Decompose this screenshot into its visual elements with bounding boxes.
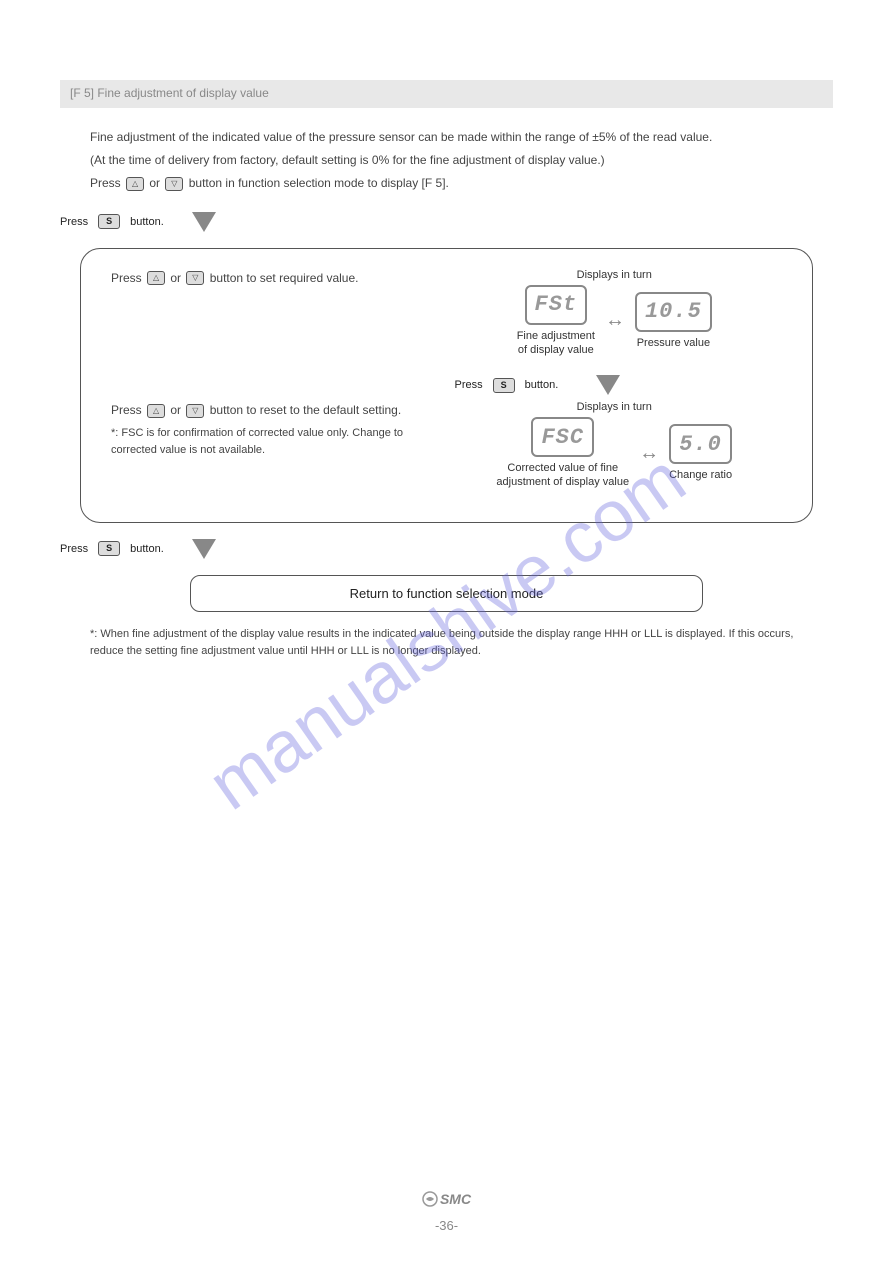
t3-before: Press (60, 543, 88, 555)
step2-display: Displays in turn FSC Corrected value of … (447, 401, 783, 490)
step1-before: Press (111, 271, 145, 285)
down-button-icon: ▽ (186, 271, 204, 285)
up-button-icon: △ (126, 177, 144, 191)
transition-1: Press S button. (60, 206, 833, 238)
section-title: [F 5] Fine adjustment of display value (60, 80, 279, 106)
step2-toplabel: Displays in turn (447, 401, 783, 413)
step2-mid: or (170, 403, 184, 417)
step1-pair2: 10.5 Pressure value (635, 292, 712, 350)
double-arrow-icon: ↔ (639, 442, 659, 465)
step2-label2: Change ratio (669, 468, 732, 482)
step1-row: Press △ or ▽ button to set required valu… (111, 269, 782, 358)
step1-mid: or (170, 271, 184, 285)
down-arrow-icon (192, 539, 216, 559)
intro-p3-before: Press (90, 176, 124, 190)
intro-p2: (At the time of delivery from factory, d… (90, 151, 803, 170)
step1-text: Press △ or ▽ button to set required valu… (111, 269, 447, 287)
section-header-bar: [F 5] Fine adjustment of display value (60, 80, 833, 108)
diagram-box: Press △ or ▽ button to set required valu… (80, 248, 813, 523)
step1-toplabel: Displays in turn (447, 269, 783, 281)
logo-icon (422, 1191, 438, 1207)
page-container: [F 5] Fine adjustment of display value F… (0, 0, 893, 1263)
t2-after: button. (525, 379, 559, 391)
down-arrow-icon (596, 375, 620, 395)
double-arrow-icon: ↔ (605, 309, 625, 332)
step2-pair2: 5.0 Change ratio (669, 424, 732, 482)
t2-before: Press (455, 379, 483, 391)
return-box: Return to function selection mode (190, 575, 703, 612)
step1-lcd-group: FSt Fine adjustment of display value ↔ 1… (447, 285, 783, 358)
step2-text: Press △ or ▽ button to reset to the defa… (111, 401, 447, 458)
lcd-fsc-value: FSC (541, 425, 584, 450)
lcd-ratio: 5.0 (669, 424, 732, 464)
up-button-icon: △ (147, 271, 165, 285)
t1-before: Press (60, 216, 88, 228)
step1-l1a: Fine adjustment (517, 330, 595, 342)
t1-after: button. (130, 216, 164, 228)
lcd-ratio-value: 5.0 (679, 432, 722, 457)
footer: SMC -36- (0, 1191, 893, 1233)
intro-p1: Fine adjustment of the indicated value o… (90, 128, 803, 147)
lcd-pressure: 10.5 (635, 292, 712, 332)
s-button-icon: S (493, 378, 515, 393)
step2-l1a: Corrected value of fine (507, 462, 618, 474)
step2-lcd-group: FSC Corrected value of fine adjustment o… (447, 417, 783, 490)
up-button-icon: △ (147, 404, 165, 418)
down-button-icon: ▽ (186, 404, 204, 418)
step2-label1: Corrected value of fine adjustment of di… (496, 461, 629, 490)
intro-p3: Press △ or ▽ button in function selectio… (90, 174, 803, 193)
step2-row: Press △ or ▽ button to reset to the defa… (111, 401, 782, 490)
brand-text: SMC (440, 1191, 471, 1207)
step1-display: Displays in turn FSt Fine adjustment of … (447, 269, 783, 358)
step1-label2: Pressure value (637, 336, 710, 350)
lcd-fsc: FSC (531, 417, 594, 457)
return-text: Return to function selection mode (350, 586, 544, 601)
down-arrow-icon (192, 212, 216, 232)
lcd-fst: FSt (525, 285, 588, 325)
transition-3: Press S button. (60, 533, 833, 565)
s-button-icon: S (98, 541, 120, 556)
step1-label1: Fine adjustment of display value (517, 329, 595, 358)
page-number: -36- (0, 1218, 893, 1233)
footnote: *: When fine adjustment of the display v… (60, 626, 833, 661)
step2-l1b: adjustment of display value (496, 476, 629, 488)
step1-pair1: FSt Fine adjustment of display value (517, 285, 595, 358)
step1-l1b: of display value (518, 344, 594, 356)
t3-after: button. (130, 543, 164, 555)
intro-p3-after: button in function selection mode to dis… (189, 176, 449, 190)
intro-p3-mid: or (149, 176, 163, 190)
transition-2: Press S button. (111, 369, 782, 401)
lcd-pressure-value: 10.5 (645, 299, 702, 324)
step2-note: *: FSC is for confirmation of corrected … (111, 425, 447, 458)
step2-after: button to reset to the default setting. (210, 403, 401, 417)
intro-section: Fine adjustment of the indicated value o… (60, 128, 833, 194)
step1-after: button to set required value. (210, 271, 359, 285)
step2-before: Press (111, 403, 145, 417)
lcd-fst-value: FSt (535, 292, 578, 317)
step2-pair1: FSC Corrected value of fine adjustment o… (496, 417, 629, 490)
brand-logo: SMC (422, 1191, 471, 1207)
s-button-icon: S (98, 214, 120, 229)
down-button-icon: ▽ (165, 177, 183, 191)
